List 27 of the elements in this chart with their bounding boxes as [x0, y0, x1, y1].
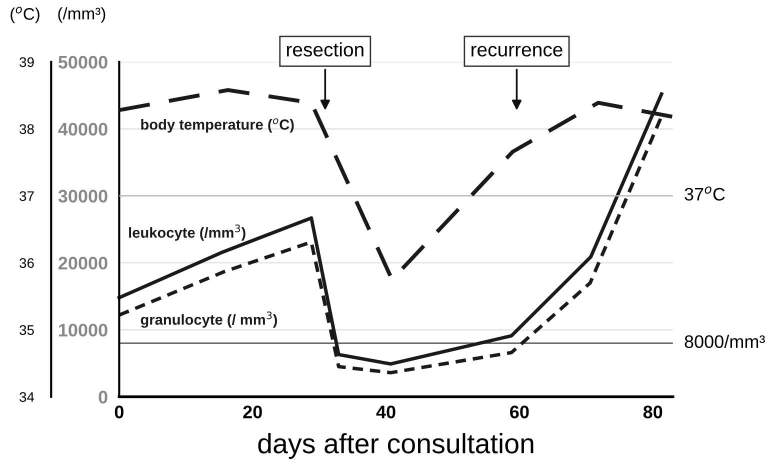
x-tick-label: 60: [510, 406, 529, 418]
text: resection: [287, 42, 364, 57]
x-tick-label: 20: [243, 406, 262, 418]
series-label: granulocyte (/ mm$^{3}$): [140, 312, 277, 328]
text: recurrence: [472, 46, 562, 57]
x-tick-label: 80: [643, 406, 662, 418]
x-tick-label: 40: [376, 406, 396, 418]
y-axis-title: (/mm³): [58, 7, 106, 23]
x-axis-title: days after consultation: [258, 433, 534, 459]
series-label: body temperature ($^{o}$C): [141, 118, 294, 133]
y2-tick-label: 34: [20, 392, 34, 402]
y2-tick-label: 35: [20, 325, 34, 335]
ref-line-label: 8000/mm³: [684, 334, 765, 348]
y-tick-label: 10000: [59, 324, 108, 337]
series-label: leukocyte (/mm$^{3}$): [129, 224, 246, 241]
y2-axis-title: ($^{o}$C): [10, 6, 40, 24]
y2-tick-label: 37: [20, 191, 34, 202]
y2-tick-label: 39: [20, 57, 34, 68]
y-tick-label: 30000: [58, 190, 108, 203]
y-tick-label: 20000: [58, 256, 108, 270]
x-tick-label: 0: [114, 406, 124, 418]
y2-tick-label: 36: [20, 258, 34, 268]
y2-tick-label: 38: [20, 124, 34, 134]
y-tick-label: 0: [98, 390, 108, 404]
y-tick-label: 50000: [58, 56, 108, 69]
y-tick-label: 40000: [58, 122, 108, 136]
ref-line-label: 37$^{o}$C: [684, 186, 725, 201]
